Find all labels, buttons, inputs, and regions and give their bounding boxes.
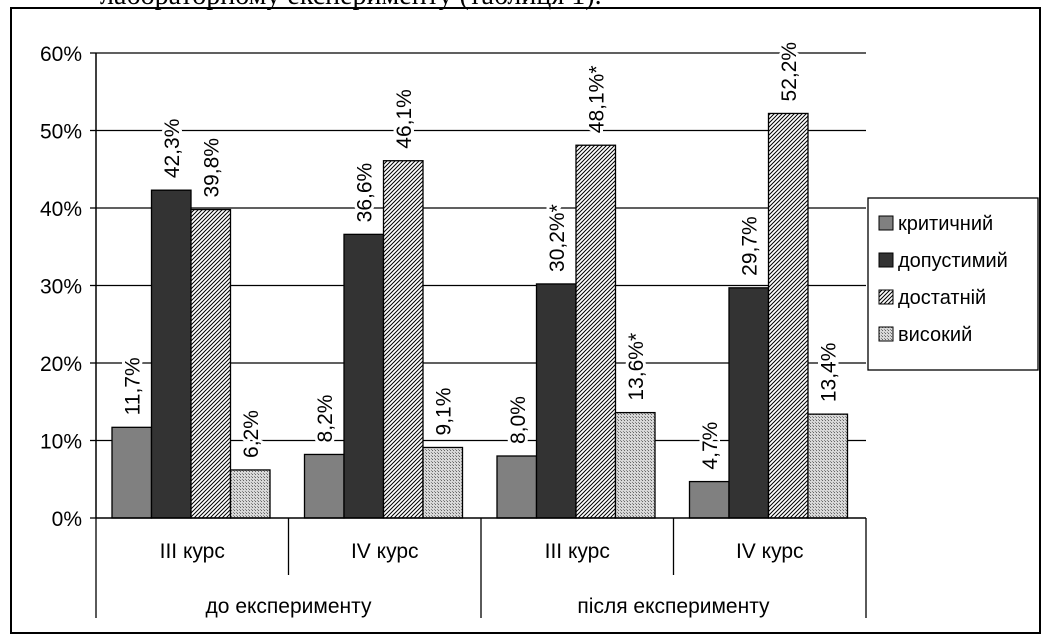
y-tick-label: 40%: [40, 198, 82, 221]
legend-box: [867, 197, 1039, 371]
data-label: 8,2%: [314, 395, 337, 443]
category-label: IV курс: [351, 540, 419, 563]
data-label: 52,2%: [778, 42, 801, 102]
bar: [343, 233, 385, 519]
y-tick-label: 0%: [52, 508, 82, 531]
legend-label: допустимий: [898, 250, 1008, 272]
legend-swatch: [878, 215, 894, 231]
bar: [190, 208, 232, 519]
bar: [111, 426, 153, 519]
bar: [229, 469, 271, 519]
legend-label: достатній: [898, 287, 986, 309]
bar: [496, 455, 538, 519]
data-label: 9,1%: [433, 388, 456, 436]
bar: [767, 112, 809, 519]
bars: [111, 112, 849, 519]
data-label: 39,8%: [201, 138, 224, 198]
bar: [382, 160, 424, 519]
data-label: 13,4%: [818, 343, 841, 403]
bar: [303, 453, 345, 519]
page-top-text: лабораторному експерименту (таблиця 1).: [100, 0, 602, 12]
axes: 0% 10% 20% 30% 40% 50% 60% III курс IV курс III к…: [40, 43, 867, 618]
data-label: 8,0%: [507, 396, 530, 444]
y-tick-label: 60%: [40, 43, 82, 66]
legend-swatch: [878, 326, 894, 342]
category-label: III курс: [545, 540, 610, 563]
y-tick-label: 10%: [40, 431, 82, 454]
bar: [575, 144, 617, 519]
data-label: 48,1%*: [586, 66, 609, 134]
y-tick-label: 50%: [40, 121, 82, 144]
legend: критичний допустимий достатній високий: [867, 197, 1039, 371]
data-label: 46,1%: [393, 89, 416, 149]
group-label: після експерименту: [577, 595, 770, 618]
legend-label: високий: [898, 324, 972, 346]
y-tick-label: 20%: [40, 353, 82, 376]
bar: [150, 189, 192, 519]
bar: [807, 413, 849, 519]
data-label: 36,6%: [354, 163, 377, 223]
legend-label: критичний: [898, 213, 993, 235]
chart-border: [10, 7, 1041, 634]
bar: [535, 283, 577, 519]
legend-swatch: [878, 252, 894, 268]
data-label: 13,6%*: [625, 333, 648, 401]
legend-swatch: [878, 289, 894, 305]
data-label: 29,7%: [739, 216, 762, 276]
category-label: III курс: [160, 540, 225, 563]
y-tick-label: 30%: [40, 276, 82, 299]
bar: [728, 287, 770, 519]
data-labels: 11,7% 42,3% 39,8% 6,2% 8,2% 36,6% 46,1% 9,1% 8,0…: [119, 39, 844, 473]
bar: [688, 480, 730, 519]
group-label: до експерименту: [206, 595, 372, 618]
data-label: 4,7%: [699, 422, 722, 470]
data-label: 11,7%: [122, 357, 145, 415]
data-label: 42,3%: [161, 119, 184, 179]
data-label: 30,2%*: [546, 204, 569, 272]
data-label: 6,2%: [240, 410, 263, 458]
bar: [614, 411, 656, 519]
bar: [422, 446, 464, 519]
category-label: IV курс: [736, 540, 804, 563]
